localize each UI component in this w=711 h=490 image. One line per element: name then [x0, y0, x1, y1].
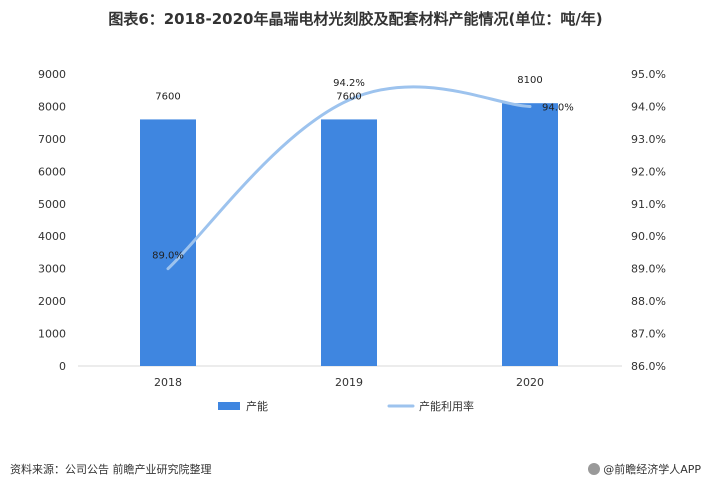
- left-tick-label: 0: [59, 360, 66, 373]
- bar: [140, 119, 196, 366]
- left-tick-label: 1000: [38, 328, 66, 341]
- bar-data-label: 7600: [336, 91, 361, 102]
- right-tick-label: 93.0%: [631, 133, 666, 146]
- bar-series: [140, 103, 558, 366]
- legend-label-bar: 产能: [246, 399, 268, 413]
- left-tick-label: 3000: [38, 263, 66, 276]
- line-path: [166, 85, 532, 271]
- legend-swatch-bar: [218, 402, 240, 410]
- right-tick-label: 87.0%: [631, 328, 666, 341]
- brand-text: @前瞻经济学人APP: [603, 463, 701, 476]
- line-data-label: 94.0%: [542, 102, 574, 113]
- bar-data-label: 7600: [155, 91, 180, 102]
- left-tick-label: 9000: [38, 68, 66, 81]
- x-tick-label: 2018: [154, 376, 182, 389]
- right-axis: 86.0% 87.0% 88.0% 89.0% 90.0% 91.0% 92.0% 93.0%…: [631, 68, 666, 373]
- bar: [321, 119, 377, 366]
- left-tick-label: 5000: [38, 198, 66, 211]
- brand-credit: @前瞻经济学人APP: [588, 461, 701, 477]
- legend-label-line: 产能利用率: [419, 399, 474, 413]
- brand-logo-icon: [588, 463, 601, 475]
- source-note: 资料来源：公司公告 前瞻产业研究院整理: [10, 463, 212, 476]
- line-data-label: 94.2%: [333, 78, 365, 89]
- chart-title: 图表6：2018-2020年晶瑞电材光刻胶及配套材料产能情况(单位：吨/年): [108, 10, 603, 28]
- bar-data-label: 8100: [517, 75, 542, 86]
- x-axis: 2018 2019 2020: [154, 376, 544, 389]
- left-tick-label: 8000: [38, 100, 66, 113]
- line-series: [166, 85, 532, 271]
- legend: 产能 产能利用率: [218, 399, 474, 413]
- data-labels: 7600 7600 8100 89.0% 94.2% 94.0%: [152, 75, 574, 261]
- right-tick-label: 94.0%: [631, 100, 666, 113]
- left-tick-label: 6000: [38, 165, 66, 178]
- line-data-label: 89.0%: [152, 251, 184, 262]
- left-tick-label: 4000: [38, 230, 66, 243]
- right-tick-label: 90.0%: [631, 230, 666, 243]
- right-tick-label: 95.0%: [631, 68, 666, 81]
- x-tick-label: 2019: [335, 376, 363, 389]
- bar: [502, 103, 558, 366]
- left-axis: 0 1000 2000 3000 4000 5000 6000 7000 8000 9000: [38, 68, 66, 373]
- right-tick-label: 89.0%: [631, 263, 666, 276]
- left-tick-label: 2000: [38, 295, 66, 308]
- right-tick-label: 91.0%: [631, 198, 666, 211]
- right-tick-label: 92.0%: [631, 165, 666, 178]
- right-tick-label: 88.0%: [631, 295, 666, 308]
- left-tick-label: 7000: [38, 133, 66, 146]
- x-tick-label: 2020: [516, 376, 544, 389]
- right-tick-label: 86.0%: [631, 360, 666, 373]
